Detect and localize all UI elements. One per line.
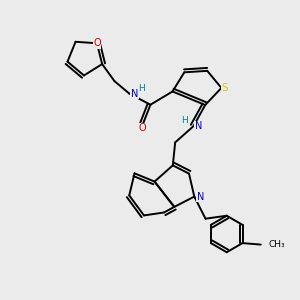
Text: H: H <box>138 84 145 93</box>
Text: CH₃: CH₃ <box>268 240 285 249</box>
Text: H: H <box>181 116 188 125</box>
Text: O: O <box>93 38 101 48</box>
Text: N: N <box>195 121 202 131</box>
Text: N: N <box>197 192 204 202</box>
Text: O: O <box>138 123 146 133</box>
Text: S: S <box>222 83 228 93</box>
Text: N: N <box>131 88 138 98</box>
